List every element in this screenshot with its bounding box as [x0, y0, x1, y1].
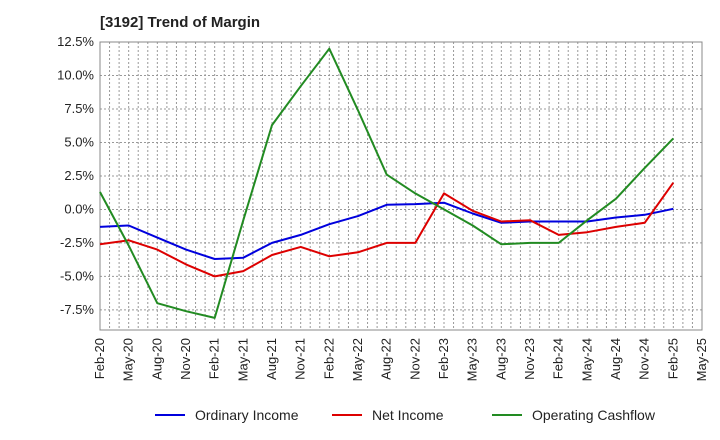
x-tick-label: May-20: [121, 338, 136, 381]
legend-label-ordinary-income: Ordinary Income: [195, 407, 299, 423]
y-tick-label: -5.0%: [60, 268, 94, 283]
x-tick-label: May-23: [465, 338, 480, 381]
y-tick-label: 10.0%: [57, 67, 94, 82]
x-tick-label: May-25: [694, 338, 709, 381]
y-tick-label: -7.5%: [60, 302, 94, 317]
x-tick-label: Aug-20: [149, 338, 164, 380]
x-tick-label: Aug-23: [493, 338, 508, 380]
x-tick-label: Nov-22: [407, 338, 422, 380]
y-tick-label: 5.0%: [64, 134, 94, 149]
y-tick-label: -2.5%: [60, 235, 94, 250]
legend-label-operating-cashflow: Operating Cashflow: [532, 407, 656, 423]
x-tick-label: Nov-24: [637, 338, 652, 380]
x-tick-label: Aug-24: [608, 338, 623, 380]
series-line-ordinary-income: [99, 201, 674, 260]
x-tick-label: Aug-21: [264, 338, 279, 380]
x-tick-label: Feb-23: [436, 338, 451, 379]
axis-layer: 12.5% 10.0% 7.5% 5.0% 2.5% 0.0% -2.5% -5.0% -7.5…: [57, 34, 709, 381]
chart-title: [3192] Trend of Margin: [100, 14, 261, 31]
x-tick-label: May-24: [579, 338, 594, 381]
x-tick-label: Aug-22: [379, 338, 394, 380]
legend-label-net-income: Net Income: [372, 407, 444, 423]
x-tick-label: Feb-20: [92, 338, 107, 379]
x-tick-label: Feb-21: [207, 338, 222, 379]
y-tick-label: 7.5%: [64, 101, 94, 116]
legend-layer: Ordinary Income Net Income Operating Cashf…: [155, 407, 656, 423]
series-line-net-income: [99, 182, 675, 278]
x-tick-label: Nov-20: [178, 338, 193, 380]
y-tick-label: 2.5%: [64, 168, 94, 183]
x-tick-label: May-22: [350, 338, 365, 381]
x-tick-label: Feb-25: [665, 338, 680, 379]
y-tick-label: 12.5%: [57, 34, 94, 49]
series-line-operating-cashflow: [99, 47, 675, 319]
x-tick-label: Nov-21: [293, 338, 308, 380]
x-tick-label: Nov-23: [522, 338, 537, 380]
y-tick-label: 0.0%: [64, 201, 94, 216]
series-layer: [99, 47, 675, 319]
grid-layer: [100, 41, 702, 330]
x-tick-label: May-21: [235, 338, 250, 381]
x-tick-label: Feb-24: [551, 338, 566, 379]
plot-border: [99, 41, 703, 331]
x-tick-label: Feb-22: [321, 338, 336, 379]
